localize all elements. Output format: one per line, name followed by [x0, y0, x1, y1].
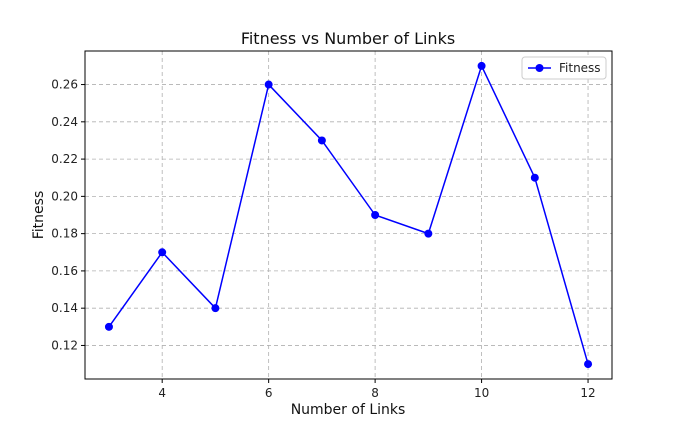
x-tick-label: 6: [265, 386, 273, 400]
legend-marker-swatch: [535, 64, 544, 72]
y-tick-label: 0.24: [51, 115, 78, 129]
x-tick-label: 12: [580, 386, 595, 400]
chart-title: Fitness vs Number of Links: [241, 29, 455, 48]
data-point: [317, 136, 326, 145]
y-tick-label: 0.20: [51, 189, 78, 203]
x-axis-ticks: 4 6 8 10 12: [158, 379, 596, 400]
y-tick-label: 0.18: [51, 227, 78, 241]
y-tick-label: 0.26: [51, 78, 78, 92]
x-tick-label: 4: [158, 386, 166, 400]
data-point: [477, 61, 486, 70]
y-tick-label: 0.12: [51, 338, 78, 352]
data-point: [584, 360, 593, 369]
data-point: [371, 211, 380, 219]
x-tick-label: 10: [474, 386, 489, 400]
data-point: [264, 80, 273, 89]
y-tick-label: 0.14: [51, 301, 78, 315]
legend: Fitness: [521, 56, 607, 80]
series-line-fitness: [108, 65, 589, 365]
legend-label-fitness: Fitness: [559, 61, 601, 75]
y-axis-title: Fitness: [31, 191, 47, 240]
y-axis-ticks: 0.12 0.14 0.16 0.18 0.20 0.22 0.24 0.26: [51, 78, 85, 352]
data-point: [104, 322, 113, 331]
legend-box: [521, 56, 607, 80]
data-point: [158, 248, 167, 257]
y-tick-label: 0.22: [51, 152, 78, 166]
data-point: [211, 304, 220, 313]
x-tick-label: 8: [371, 386, 379, 400]
data-point: [530, 173, 539, 182]
x-axis-title: Number of Links: [291, 402, 406, 418]
data-point: [424, 229, 433, 238]
series-layer: [104, 61, 593, 369]
y-tick-label: 0.16: [51, 264, 78, 278]
plot-area-frame: [84, 50, 613, 380]
